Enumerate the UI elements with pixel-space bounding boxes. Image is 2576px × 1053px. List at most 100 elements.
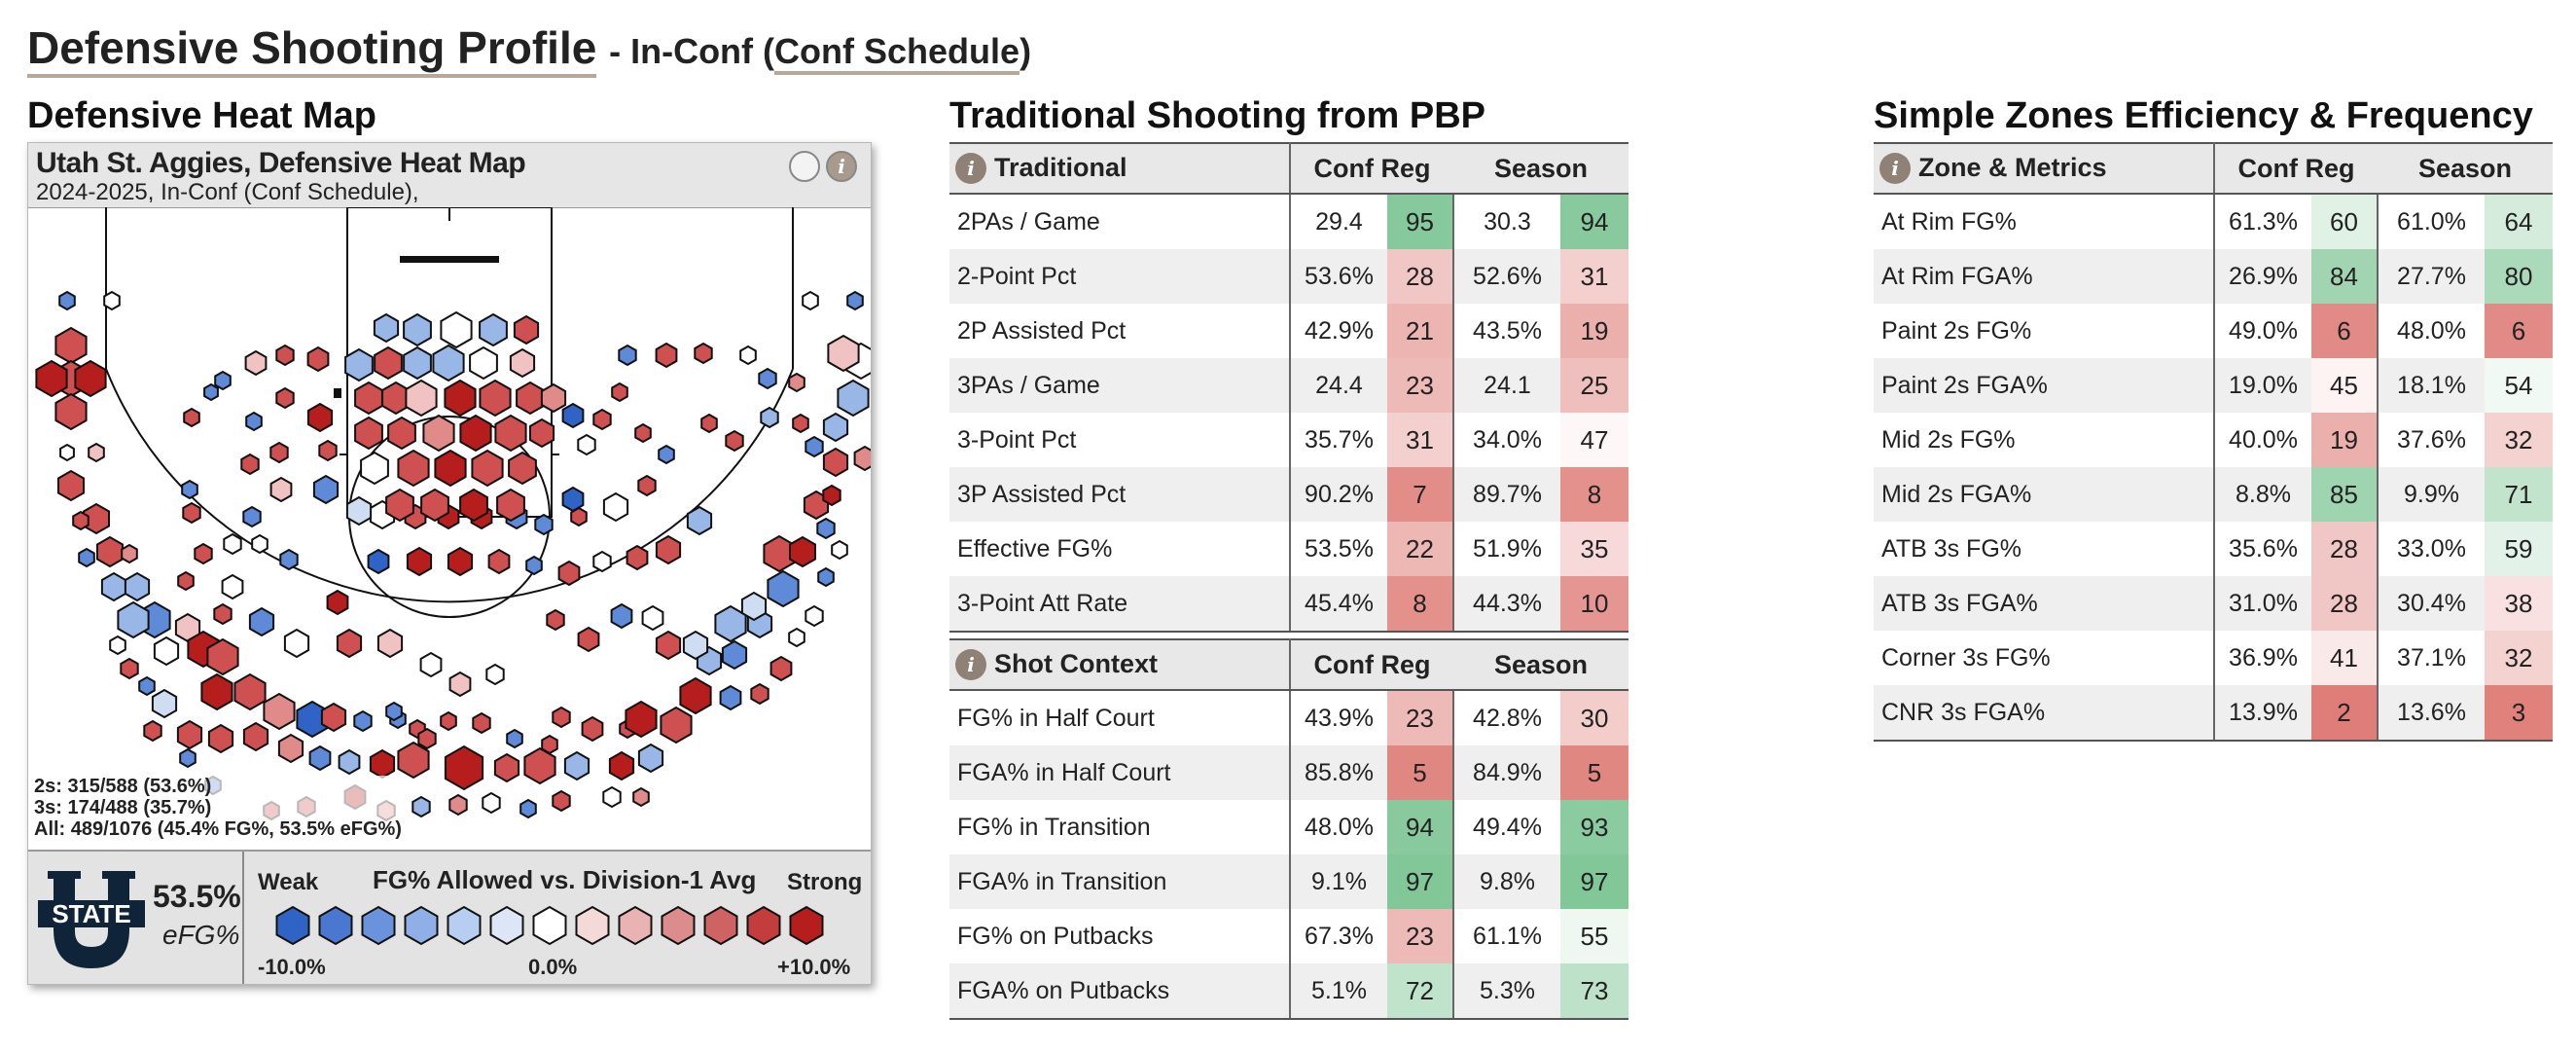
shot-hex [577,626,600,653]
season-value: 52.6% [1453,249,1560,304]
info-icon[interactable]: i [955,649,986,681]
shot-hex [203,382,219,402]
efg-label: eFG% [162,920,240,950]
shot-hex [608,750,635,781]
legend-strong: Strong [787,869,863,895]
shot-hex [637,743,664,774]
heatmap-card-title: Utah St. Aggies, Defensive Heat Map [36,147,526,179]
shot-hex [245,411,263,432]
shot-hex [153,635,180,667]
legend-hex [532,905,567,946]
metric-label: 2P Assisted Pct [949,304,1291,358]
shot-hex [223,532,242,556]
shot-hex [263,692,296,731]
conf-reg-value: 42.9% [1305,316,1374,345]
season-value: 51.9% [1473,534,1542,563]
season-header: Season [1453,142,1628,195]
shot-hex [59,443,75,462]
shot-hex [827,334,860,373]
shot-hex [563,750,590,781]
shot-hex [183,407,200,428]
shot-hex [353,709,373,733]
shot-hex [275,386,295,410]
season-rank: 19 [1560,304,1628,358]
shot-hex [803,490,830,521]
legend-divider [242,852,244,984]
metric-label: FGA% in Transition [949,854,1291,909]
shot-hex [444,744,484,791]
season-rank: 10 [1560,576,1628,633]
shot-hex [557,560,581,587]
metric-label: FG% in Transition [949,800,1291,854]
shot-hex [552,706,571,729]
shot-hex [602,491,629,523]
shot-hex [78,547,95,568]
shot-hex [719,684,742,711]
season-value: 61.0% [2397,207,2466,236]
shot-hex [312,474,340,505]
conf-reg-rank: 28 [2311,576,2379,631]
traditional-row: 2-Point Pct 53.6% 28 52.6% 31 [949,249,1628,304]
shot-hex [109,635,126,656]
legend-hex [575,905,610,946]
season-rank: 31 [1560,249,1628,304]
metric-label: ATB 3s FGA% [1874,576,2215,631]
shot-hex [403,345,432,381]
metric-label: At Rim FGA% [1874,249,2215,304]
shot-hex [277,733,304,764]
shot-hex [788,627,805,648]
info-icon[interactable]: i [826,151,857,182]
shot-hex [233,672,267,711]
metric-label: 2PAs / Game [949,194,1291,249]
metric-label: FGA% on Putbacks [949,963,1291,1020]
conf-reg-rank: 6 [2311,304,2379,358]
shot-hex [541,734,558,755]
conf-reg-rank: 28 [2311,522,2379,576]
shot-hex [725,429,744,453]
shot-hex [487,548,511,575]
shot-hex [686,505,713,536]
shot-hex [117,600,150,639]
season-value: 48.0% [2397,316,2466,345]
shot-hex [308,744,332,772]
season-rank: 32 [2485,631,2553,685]
shot-hex [822,412,849,443]
shot-hex [120,657,139,680]
three-point-arc [105,368,794,603]
conf-reg-value: 8.8% [2214,467,2311,522]
legend-hex [746,905,781,946]
shot-hex [240,453,260,476]
legend-title: FG% Allowed vs. Division-1 Avg [373,865,757,894]
page-subtitle: - In-Conf (Conf Schedule) [609,31,1031,75]
metric-label: Paint 2s FGA% [1874,358,2215,413]
shot-hex [397,449,430,488]
shot-hex [625,700,658,739]
context-row: FG% on Putbacks 67.3% 23 61.1% 55 [949,909,1628,963]
shot-hex [788,372,805,393]
shot-hex [54,392,88,431]
shot-hex [419,651,443,678]
shot-hex [561,486,585,513]
shot-hex [592,408,612,431]
legend-max: +10.0% [777,955,851,979]
shot-hex [283,628,310,659]
context-row: FGA% on Putbacks 5.1% 72 5.3% 73 [949,963,1628,1020]
shot-hex [200,672,233,711]
shot-hex [345,495,373,526]
conf-reg-rank: 97 [1387,854,1454,909]
shot-hex [242,721,269,752]
toggle-circle-icon[interactable] [789,151,820,182]
season-value: 89.7% [1453,467,1560,522]
info-icon[interactable]: i [955,153,986,185]
shot-hex [306,402,334,433]
legend-hex [447,905,482,946]
info-icon[interactable]: i [1879,153,1911,185]
season-rank: 80 [2485,249,2553,304]
shot-hex [244,349,268,377]
shot-hex [338,748,361,776]
shot-hex [655,630,682,661]
zones-row: ATB 3s FG% 35.6% 28 33.0% 59 [1874,522,2553,576]
shot-hex [376,628,404,659]
season-value: 13.6% [2378,685,2485,742]
season-value: 42.8% [1473,704,1542,732]
